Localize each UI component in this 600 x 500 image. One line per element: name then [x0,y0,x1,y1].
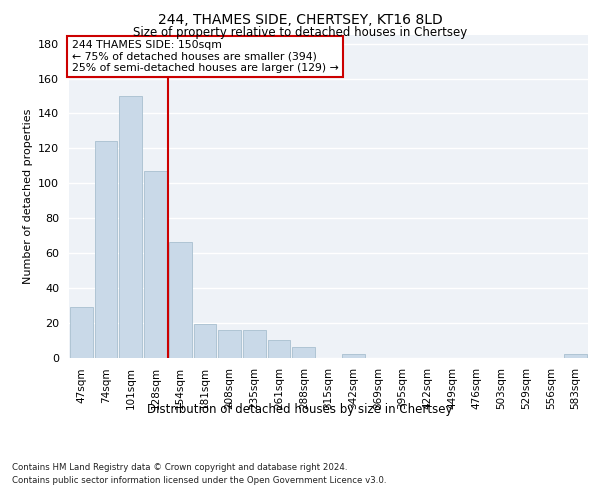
Bar [119,96,142,357]
Text: Distribution of detached houses by size in Chertsey: Distribution of detached houses by size … [147,402,453,415]
Bar [218,330,241,357]
Text: Size of property relative to detached houses in Chertsey: Size of property relative to detached ho… [133,26,467,39]
Text: Contains HM Land Registry data © Crown copyright and database right 2024.: Contains HM Land Registry data © Crown c… [12,462,347,471]
Bar [564,354,587,358]
Bar [70,307,93,358]
Bar [243,330,266,357]
Bar [144,171,167,358]
Text: 244 THAMES SIDE: 150sqm
← 75% of detached houses are smaller (394)
25% of semi-d: 244 THAMES SIDE: 150sqm ← 75% of detache… [71,40,338,73]
Bar [268,340,290,357]
Bar [194,324,216,358]
Y-axis label: Number of detached properties: Number of detached properties [23,108,32,284]
Bar [342,354,365,358]
Bar [292,347,315,358]
Bar [169,242,191,358]
Bar [95,142,118,358]
Text: 244, THAMES SIDE, CHERTSEY, KT16 8LD: 244, THAMES SIDE, CHERTSEY, KT16 8LD [158,12,442,26]
Text: Contains public sector information licensed under the Open Government Licence v3: Contains public sector information licen… [12,476,386,485]
